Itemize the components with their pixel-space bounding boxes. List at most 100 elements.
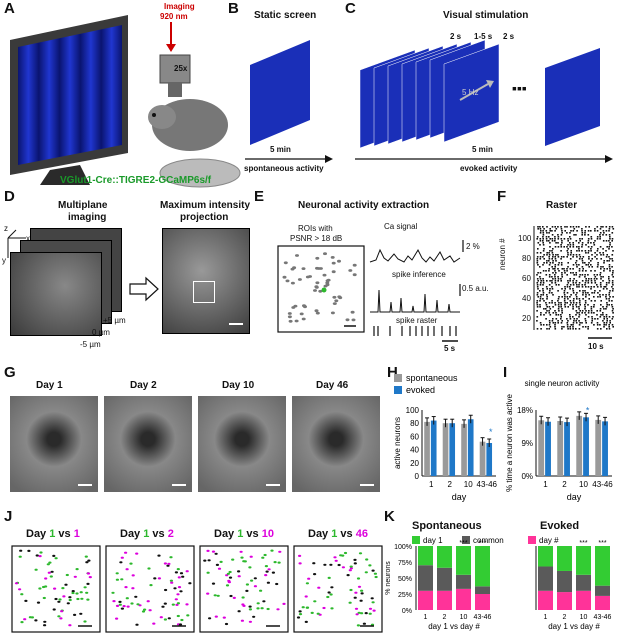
raster-tick — [560, 238, 563, 240]
raster-tick — [591, 316, 593, 318]
x-tick-label: 10 — [579, 480, 588, 489]
roi-dot — [314, 285, 319, 289]
raster-tick — [587, 280, 590, 282]
neuron-dot — [152, 622, 156, 625]
raster-tick — [573, 274, 575, 276]
raster-tick — [573, 320, 575, 322]
raster-tick — [561, 308, 563, 310]
y-axis-label: active neurons — [393, 417, 402, 469]
raster-tick — [578, 306, 580, 308]
raster-tick — [542, 298, 544, 300]
day-label-2: Day 2 — [130, 380, 157, 391]
neuron-dot — [48, 561, 52, 564]
x-tick-label: 2 — [562, 480, 567, 489]
raster-tick — [605, 316, 608, 318]
raster-tick — [603, 232, 605, 234]
neuron-dot — [329, 563, 333, 566]
raster-tick — [569, 238, 572, 240]
raster-tick — [581, 230, 583, 232]
raster-tick — [548, 240, 550, 242]
raster-tick — [558, 270, 560, 272]
raster-tick — [551, 286, 553, 288]
roi-dot — [288, 319, 293, 323]
raster-tick — [548, 260, 550, 262]
neuron-dot — [176, 568, 180, 571]
raster-tick — [546, 328, 548, 330]
raster-tick — [551, 226, 554, 228]
raster-tick — [587, 234, 590, 236]
raster-tick — [593, 242, 595, 244]
raster-tick — [548, 232, 550, 234]
raster-tick — [578, 324, 581, 326]
raster-tick — [557, 234, 559, 236]
neuron-dot — [370, 623, 375, 626]
roi-dot — [345, 318, 350, 322]
raster-tick — [569, 254, 572, 256]
significance-stars: *** — [579, 540, 587, 547]
raster-tick — [560, 262, 563, 264]
raster-tick — [584, 302, 587, 304]
raster-tick — [545, 270, 547, 272]
neuron-dot — [330, 586, 334, 589]
neuron-dot — [333, 556, 337, 559]
raster-tick — [545, 274, 548, 276]
raster-tick — [569, 304, 571, 306]
raster-tick — [569, 328, 572, 330]
raster-tick — [551, 238, 554, 240]
raster-tick — [554, 310, 556, 312]
raster-tick — [569, 258, 572, 260]
raster-tick — [558, 306, 560, 308]
raster-tick — [543, 308, 545, 310]
raster-tick — [587, 282, 590, 284]
legend-swatch-spontaneous — [394, 374, 402, 382]
raster-tick — [552, 312, 555, 314]
raster-tick — [576, 250, 578, 252]
y-tick-label: 100% — [394, 544, 412, 551]
raster-tick — [599, 296, 601, 298]
raster-tick — [594, 256, 596, 258]
raster-tick — [537, 296, 539, 298]
raster-tick — [591, 318, 594, 320]
neuron-dot — [211, 550, 216, 553]
x-tick-label: 10 — [464, 480, 473, 489]
raster-tick — [557, 314, 560, 316]
neuron-dot — [163, 562, 167, 565]
neuron-dot — [245, 583, 249, 586]
neuron-dot — [176, 593, 180, 596]
raster-tick — [537, 264, 539, 266]
neuron-dot — [245, 589, 249, 592]
raster-tick — [578, 250, 580, 252]
neuron-dot — [188, 582, 192, 585]
raster-tick — [546, 260, 548, 262]
panel-label-c: C — [345, 0, 356, 17]
raster-tick — [554, 246, 557, 248]
raster-tick — [584, 312, 586, 314]
raster-tick — [542, 256, 544, 258]
neuron-dot — [135, 552, 139, 555]
roi-dot — [315, 256, 320, 260]
raster-tick — [587, 274, 589, 276]
raster-tick — [567, 238, 569, 240]
raster-tick — [611, 318, 614, 320]
raster-tick — [540, 324, 542, 326]
raster-tick — [572, 326, 574, 328]
raster-tick — [569, 300, 572, 302]
raster-tick — [536, 284, 539, 286]
raster-tick — [567, 328, 569, 330]
raster-tick — [609, 238, 611, 240]
neuron-dot — [157, 554, 161, 557]
neuron-dot — [125, 568, 129, 571]
neuron-dot — [115, 578, 119, 581]
raster-tick — [570, 272, 572, 274]
raster-tick — [585, 278, 587, 280]
raster-tick — [596, 324, 599, 326]
y-tick-label: 100 — [406, 406, 420, 415]
roi-dot — [282, 275, 287, 279]
raster-tick — [587, 286, 590, 288]
raster-tick — [569, 232, 571, 234]
neuron-dot — [298, 562, 302, 565]
raster-tick — [560, 226, 562, 228]
raster-tick — [546, 324, 548, 326]
raster-tick — [599, 238, 601, 240]
raster-tick — [561, 320, 563, 322]
